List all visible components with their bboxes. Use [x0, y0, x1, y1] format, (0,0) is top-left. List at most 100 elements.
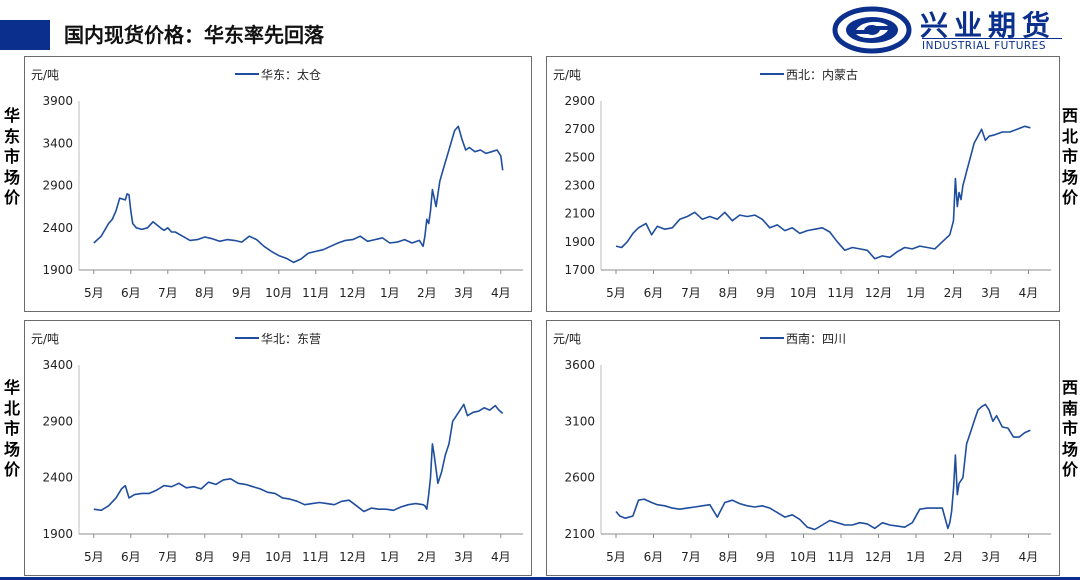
footer-rule: [0, 577, 1080, 580]
x-tick-label: 5月: [84, 286, 104, 300]
y-tick-label: 2900: [42, 179, 73, 193]
x-tick-label: 11月: [827, 286, 854, 300]
x-tick-label: 9月: [232, 550, 252, 564]
x-tick-label: 9月: [756, 286, 776, 300]
y-tick-label: 2100: [564, 207, 595, 221]
y-unit-label: 元/吨: [31, 332, 59, 346]
logo-subtitle: INDUSTRIAL FUTURES: [922, 40, 1046, 52]
x-tick-label: 1月: [906, 286, 926, 300]
chart-svg: 元/吨 华北：东营 1900 2400 2900 3400 5月 6月 7月 8月 9月 10月 11月…: [31, 332, 523, 564]
y-tick-label: 2400: [42, 471, 73, 485]
chart-panel-southwest: 元/吨 西南：四川 2100 2600 3100 3600 5月 6月 7月 8月 9月 10月 11月…: [546, 320, 1060, 576]
side-label-northwest: 西北市场价: [1061, 106, 1078, 207]
x-tick-label: 10月: [265, 550, 292, 564]
y-tick-label: 3400: [42, 136, 73, 150]
y-tick-label: 3400: [42, 358, 73, 372]
y-tick-label: 3600: [564, 358, 595, 372]
x-tick-label: 4月: [491, 286, 511, 300]
x-tick-label: 11月: [302, 550, 329, 564]
legend-label: 西北：内蒙古: [786, 67, 858, 82]
x-tick-label: 7月: [681, 550, 701, 564]
x-tick-label: 12月: [865, 550, 892, 564]
y-tick-label: 1900: [564, 235, 595, 249]
x-tick-label: 4月: [1019, 550, 1039, 564]
x-tick-label: 5月: [606, 550, 626, 564]
x-tick-label: 5月: [606, 286, 626, 300]
y-unit-label: 元/吨: [553, 68, 581, 82]
y-tick-label: 2300: [564, 179, 595, 193]
x-tick-label: 3月: [981, 550, 1001, 564]
x-tick-label: 11月: [302, 286, 329, 300]
x-tick-label: 6月: [644, 286, 664, 300]
y-tick-label: 2900: [564, 94, 595, 108]
chart-svg: 元/吨 西南：四川 2100 2600 3100 3600 5月 6月 7月 8月 9月 10月 11月…: [553, 331, 1051, 564]
y-tick-label: 1900: [42, 263, 73, 277]
x-tick-label: 8月: [719, 286, 739, 300]
x-tick-label: 6月: [121, 286, 141, 300]
x-tick-label: 2月: [944, 286, 964, 300]
side-label-southwest: 西南市场价: [1061, 378, 1078, 479]
series-line: [615, 125, 1031, 260]
series-line: [93, 403, 504, 513]
x-tick-label: 8月: [719, 550, 739, 564]
x-tick-label: 10月: [265, 286, 292, 300]
title-accent-bar: [0, 20, 50, 50]
x-tick-label: 8月: [195, 550, 215, 564]
legend-label: 华东：太仓: [261, 67, 321, 82]
logo-mark-icon: [832, 6, 912, 54]
x-tick-label: 2月: [417, 286, 437, 300]
y-tick-label: 2700: [564, 122, 595, 136]
series-line: [615, 403, 1031, 531]
y-tick-label: 3900: [42, 94, 73, 108]
x-tick-label: 10月: [790, 550, 817, 564]
x-tick-label: 12月: [865, 286, 892, 300]
x-tick-label: 6月: [121, 550, 141, 564]
x-tick-label: 1月: [380, 550, 400, 564]
page-title: 国内现货价格：华东率先回落: [64, 23, 324, 47]
x-tick-label: 3月: [454, 550, 474, 564]
logo-name: 兴业期货: [920, 9, 1057, 42]
x-tick-label: 4月: [491, 550, 511, 564]
chart-panel-east: 元/吨 华东：太仓 1900 2400 2900 3400 3900 5月 6月 7月 8月 9月 10…: [24, 56, 532, 312]
x-tick-label: 10月: [790, 286, 817, 300]
series-line: [93, 125, 504, 264]
side-label-north: 华北市场价: [3, 378, 20, 479]
x-tick-label: 9月: [232, 286, 252, 300]
side-label-east: 华东市场价: [3, 106, 20, 207]
chart-svg: 元/吨 西北：内蒙古 1700 1900 2100 2300 2500 2700 2900 5月 6…: [553, 67, 1051, 300]
x-tick-label: 7月: [158, 550, 178, 564]
x-tick-label: 7月: [681, 286, 701, 300]
x-tick-label: 1月: [906, 550, 926, 564]
x-tick-label: 3月: [981, 286, 1001, 300]
x-tick-label: 7月: [158, 286, 178, 300]
x-tick-label: 9月: [756, 550, 776, 564]
x-tick-label: 2月: [944, 550, 964, 564]
x-tick-label: 6月: [644, 550, 664, 564]
x-tick-label: 11月: [827, 550, 854, 564]
x-tick-label: 1月: [380, 286, 400, 300]
logo: 兴业期货 INDUSTRIAL FUTURES: [832, 6, 1072, 54]
chart-panel-north: 元/吨 华北：东营 1900 2400 2900 3400 5月 6月 7月 8月 9月 10月 11月…: [24, 320, 532, 576]
chart-panel-northwest: 元/吨 西北：内蒙古 1700 1900 2100 2300 2500 2700 2900 5月 6…: [546, 56, 1060, 312]
y-tick-label: 2500: [564, 150, 595, 164]
y-tick-label: 2400: [42, 221, 73, 235]
x-tick-label: 4月: [1019, 286, 1039, 300]
y-tick-label: 2600: [564, 471, 595, 485]
x-tick-label: 2月: [417, 550, 437, 564]
y-tick-label: 2900: [42, 414, 73, 428]
x-tick-label: 5月: [84, 550, 104, 564]
y-tick-label: 1900: [42, 527, 73, 541]
chart-svg: 元/吨 华东：太仓 1900 2400 2900 3400 3900 5月 6月 7月 8月 9月 10…: [31, 67, 523, 300]
x-tick-label: 3月: [454, 286, 474, 300]
x-tick-label: 8月: [195, 286, 215, 300]
x-tick-label: 12月: [339, 550, 366, 564]
legend-label: 西南：四川: [786, 331, 846, 346]
y-tick-label: 2100: [564, 527, 595, 541]
y-unit-label: 元/吨: [31, 68, 59, 82]
legend-label: 华北：东营: [261, 332, 321, 346]
x-tick-label: 12月: [339, 286, 366, 300]
y-tick-label: 3100: [564, 414, 595, 428]
y-tick-label: 1700: [564, 263, 595, 277]
y-unit-label: 元/吨: [553, 332, 581, 346]
logo-rule: [922, 38, 1062, 39]
